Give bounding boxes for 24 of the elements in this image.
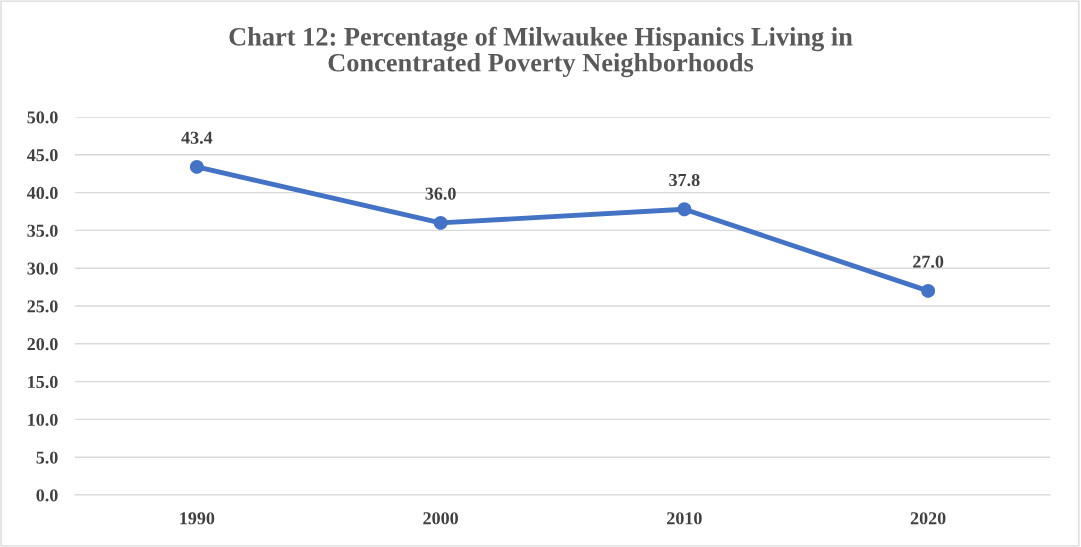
x-tick-label: 2020 bbox=[910, 512, 946, 525]
data-label: 27.0 bbox=[913, 255, 944, 268]
point bbox=[677, 202, 692, 217]
chart-title: Chart 12: Percentage of Milwaukee Hispanics Living in Concentrated Poverty Neighborhoods bbox=[229, 26, 853, 78]
data-label: 36.0 bbox=[425, 187, 456, 200]
y-tick-label: 0.0 bbox=[36, 489, 58, 502]
point bbox=[921, 283, 936, 298]
y-tick-label: 5.0 bbox=[36, 451, 58, 464]
y-tick-label: 20.0 bbox=[27, 338, 58, 351]
x-tick-label: 1990 bbox=[180, 512, 215, 525]
y-tick-label: 30.0 bbox=[27, 262, 58, 275]
y-tick-label: 15.0 bbox=[28, 375, 58, 389]
data-label: 37.8 bbox=[669, 173, 700, 187]
y-tick-label: 45.0 bbox=[26, 149, 58, 162]
y-tick-label: 40.0 bbox=[26, 186, 58, 200]
y-tick-label: 10.0 bbox=[28, 413, 58, 426]
point bbox=[433, 215, 448, 230]
y-tick-label: 35.0 bbox=[27, 224, 58, 237]
point bbox=[189, 159, 204, 174]
y-tick-label: 50.0 bbox=[27, 111, 58, 124]
y-tick-label: 25.0 bbox=[27, 300, 58, 313]
x-tick-label: 2010 bbox=[667, 512, 702, 525]
x-tick-label: 2000 bbox=[423, 512, 458, 525]
data-label: 43.4 bbox=[181, 131, 213, 144]
